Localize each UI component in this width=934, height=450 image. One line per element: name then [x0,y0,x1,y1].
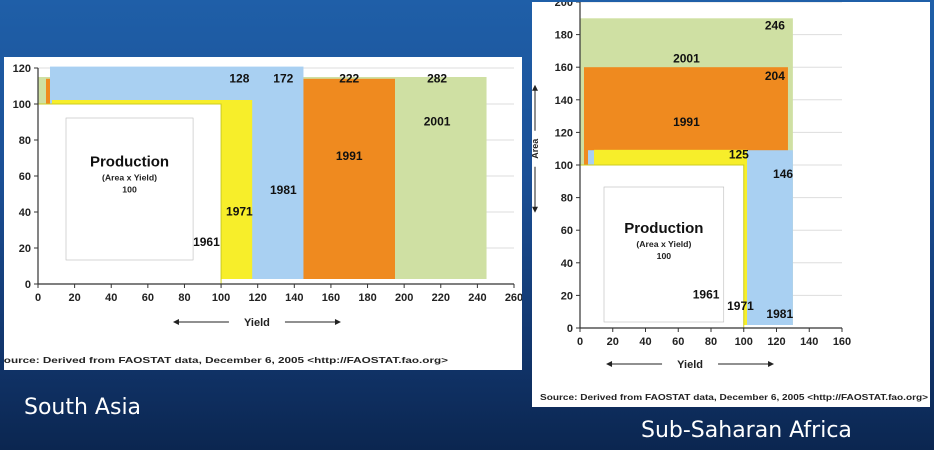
sub-saharan-africa-panel: Production (Area x Yield) 100 2001 246 1991 20… [532,2,930,407]
south-asia-x-tick-label: 100 [212,292,230,304]
south-asia-x-tick-label: 180 [358,292,376,304]
ssa-y-arrow-up-head [532,84,538,91]
sub-saharan-africa-label: Sub-Saharan Africa [641,418,852,443]
south-asia-year-label-2001: 2001 [424,115,451,129]
south-asia-x-tick-label: 220 [432,292,450,304]
south-asia-y-tick-label: 100 [13,99,31,111]
south-asia-value-label-1991: 222 [339,71,359,85]
south-asia-x-arrow-left-head [172,319,179,325]
south-asia-x-axis-title: Yield [244,317,270,329]
ssa-x-tick-label: 120 [767,336,785,348]
south-asia-y-tick-label: 80 [19,135,31,147]
ssa-x-tick-label: 100 [735,336,753,348]
ssa-y-tick-label: 20 [561,290,573,302]
ssa-year-label-1971: 1971 [727,299,754,313]
south-asia-x-tick-label: 240 [468,292,486,304]
south-asia-year-label-1981: 1981 [270,183,297,197]
ssa-x-tick-label: 40 [639,336,651,348]
ssa-year-label-1991: 1991 [673,115,700,129]
south-asia-production-value: 100 [122,185,137,195]
south-asia-x-tick-label: 140 [285,292,303,304]
sub-saharan-africa-chart: Production (Area x Yield) 100 2001 246 1991 20… [532,2,928,402]
ssa-x-arrow-left-head [606,361,613,367]
ssa-production-title: Production [624,220,703,237]
ssa-y-arrow-down-head [532,206,538,213]
south-asia-panel: Production (Area x Yield) 100 2001 282 1991 22… [4,57,522,370]
ssa-y-tick-label: 60 [561,225,573,237]
ssa-x-arrow-right-head [768,361,775,367]
ssa-y-tick-label: 100 [555,160,573,172]
south-asia-x-tick-label: 60 [142,292,154,304]
south-asia-x-arrow-right-head [334,319,341,325]
ssa-x-tick-label: 0 [577,336,583,348]
ssa-source-note: Source: Derived from FAOSTAT data, Decem… [540,392,928,402]
south-asia-year-label-1961: 1961 [193,235,220,249]
south-asia-y-tick-label: 40 [19,207,31,219]
ssa-year-label-1961: 1961 [693,288,720,302]
south-asia-y-tick-label: 60 [19,171,31,183]
south-asia-x-tick-label: 260 [505,292,522,304]
ssa-value-label-2001: 246 [765,19,785,33]
south-asia-chart: Production (Area x Yield) 100 2001 282 1991 22… [4,63,522,365]
south-asia-x-tick-label: 20 [68,292,80,304]
south-asia-value-label-2001: 282 [427,71,447,85]
south-asia-label: South Asia [24,395,142,420]
south-asia-year-label-1971: 1971 [226,205,253,219]
ssa-x-tick-label: 20 [607,336,619,348]
ssa-y-tick-label: 160 [555,62,573,74]
south-asia-y-tick-label: 120 [13,63,31,75]
ssa-y-tick-label: 0 [567,323,573,335]
ssa-year-label-1981: 1981 [766,307,793,321]
ssa-y-tick-label: 200 [555,2,573,9]
south-asia-x-tick-label: 80 [178,292,190,304]
south-asia-x-tick-label: 200 [395,292,413,304]
ssa-value-label-1971: 125 [729,147,749,161]
ssa-x-tick-label: 140 [800,336,818,348]
ssa-x-tick-label: 60 [672,336,684,348]
ssa-year-label-2001: 2001 [673,51,700,65]
south-asia-y-tick-label: 20 [19,243,31,255]
ssa-production-value: 100 [657,251,672,261]
ssa-x-tick-label: 160 [833,336,851,348]
ssa-y-tick-label: 140 [555,95,573,107]
south-asia-x-tick-label: 160 [322,292,340,304]
ssa-production-box [603,186,725,323]
ssa-production-subtitle: (Area x Yield) [636,239,691,249]
ssa-y-tick-label: 180 [555,30,573,42]
south-asia-x-tick-label: 120 [249,292,267,304]
south-asia-x-tick-label: 0 [35,292,41,304]
ssa-y-tick-label: 120 [555,127,573,139]
ssa-y-axis-title: Area [532,138,540,159]
ssa-value-label-1981: 146 [773,167,793,181]
south-asia-production-box [65,117,194,261]
south-asia-production-title: Production [90,153,169,170]
south-asia-value-label-1981: 172 [273,71,293,85]
ssa-y-tick-label: 80 [561,193,573,205]
ssa-x-axis-title: Yield [677,359,703,371]
south-asia-x-tick-label: 40 [105,292,117,304]
ssa-y-tick-label: 40 [561,258,573,270]
south-asia-value-label-1971: 128 [229,71,249,85]
south-asia-year-label-1991: 1991 [336,149,363,163]
ssa-x-tick-label: 80 [705,336,717,348]
south-asia-production-subtitle: (Area x Yield) [102,173,157,183]
south-asia-source-note: Source: Derived from FAOSTAT data, Decem… [4,355,448,365]
ssa-value-label-1991: 204 [765,69,785,83]
south-asia-y-tick-label: 0 [25,279,31,291]
